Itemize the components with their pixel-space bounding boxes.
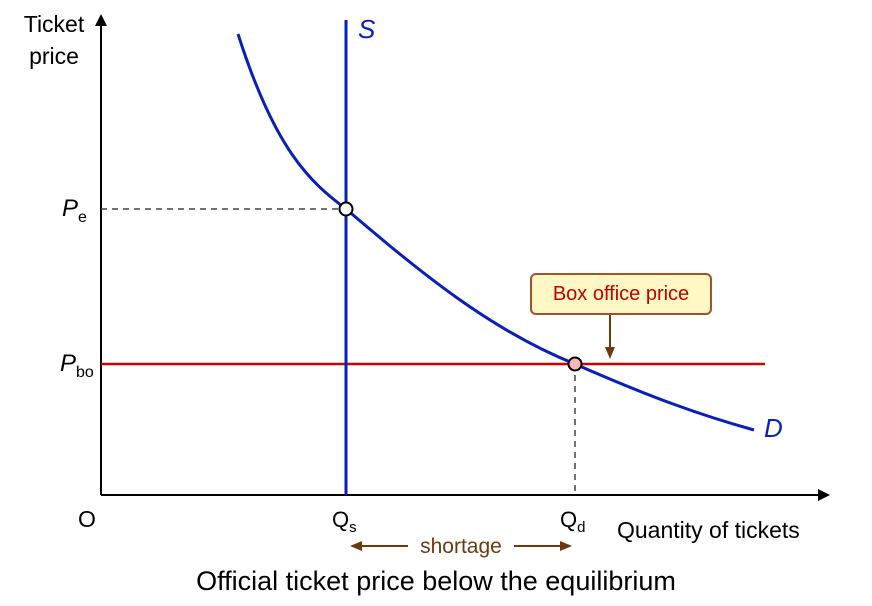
y-axis-label-line1: Ticket (24, 11, 85, 37)
demand-label: D (764, 413, 783, 443)
qs-label: Qs (332, 507, 357, 536)
box-office-demand-point (567, 356, 583, 372)
x-axis-label: Quantity of tickets (617, 517, 800, 543)
y-axis-label-line2: price (29, 43, 79, 69)
origin-label: O (78, 506, 96, 532)
pe-label: Pe (62, 195, 87, 226)
demand-curve (236, 33, 755, 432)
pbo-label: Pbo (60, 350, 94, 381)
equilibrium-point (338, 201, 354, 217)
chart-caption: Official ticket price below the equilibr… (196, 566, 676, 596)
supply-label: S (358, 14, 376, 44)
box-office-price-callout: Box office price (530, 273, 712, 315)
shortage-label: shortage (420, 535, 502, 558)
qd-label: Qd (560, 507, 585, 536)
